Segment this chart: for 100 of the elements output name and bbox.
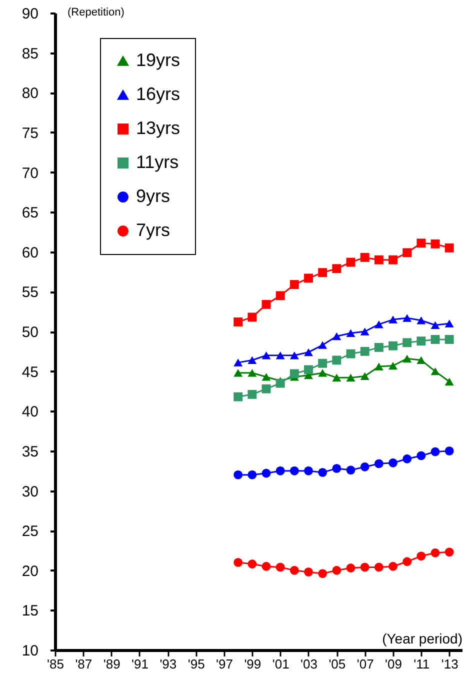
point — [444, 548, 454, 557]
point — [262, 468, 271, 478]
point — [248, 470, 257, 480]
point — [318, 341, 328, 349]
point — [430, 367, 440, 376]
x-tick-label: '95 — [188, 656, 205, 672]
point — [402, 354, 412, 362]
x-tick-label: '85 — [47, 656, 64, 672]
point — [276, 378, 285, 388]
point — [374, 320, 384, 328]
point — [402, 338, 412, 348]
point — [290, 369, 299, 378]
point — [276, 562, 285, 572]
point — [388, 341, 398, 350]
point — [248, 390, 257, 399]
point — [318, 268, 328, 278]
point — [444, 320, 454, 328]
x-tick-label: '99 — [244, 656, 262, 672]
point — [346, 329, 356, 337]
point — [374, 255, 384, 264]
y-tick-label: 25 — [22, 523, 38, 540]
point — [360, 252, 370, 262]
x-axis-title: (Year period) — [382, 630, 462, 646]
point — [262, 384, 271, 394]
point — [290, 352, 299, 360]
point — [430, 239, 440, 248]
point — [444, 446, 454, 456]
point — [374, 459, 384, 468]
point — [430, 447, 440, 456]
point — [234, 558, 243, 567]
x-tick-label: '07 — [356, 656, 374, 672]
x-tick-label: '89 — [103, 656, 120, 672]
point — [290, 466, 299, 476]
point — [430, 334, 440, 344]
point — [346, 374, 356, 382]
point — [234, 358, 243, 366]
point — [304, 466, 313, 476]
point — [402, 248, 412, 258]
point — [360, 372, 370, 380]
y-tick-label: 90 — [22, 6, 38, 22]
point — [234, 392, 243, 402]
y-tick-label: 35 — [22, 443, 38, 460]
point — [416, 238, 426, 248]
point — [262, 562, 271, 571]
point — [262, 352, 271, 360]
point — [332, 464, 342, 473]
point — [332, 332, 342, 340]
point — [304, 348, 313, 356]
point — [318, 468, 328, 477]
point — [248, 560, 257, 568]
legend-label: 19yrs — [136, 50, 180, 70]
legend-label: 13yrs — [136, 118, 180, 138]
y-tick-label: 65 — [22, 204, 38, 222]
point — [290, 280, 299, 289]
x-tick-label: '97 — [216, 656, 233, 672]
point — [416, 451, 426, 460]
point — [360, 346, 370, 356]
point — [290, 566, 299, 575]
x-tick-label: '93 — [160, 656, 177, 672]
x-tick-label: '03 — [300, 656, 318, 672]
point — [332, 566, 342, 575]
x-tick-label: '01 — [272, 656, 290, 672]
point — [360, 462, 370, 472]
point — [388, 316, 398, 324]
x-tick-label: '87 — [75, 656, 92, 672]
point — [374, 342, 384, 352]
y-tick-label: 80 — [22, 85, 38, 102]
point — [416, 336, 426, 346]
x-tick-label: '09 — [385, 656, 402, 672]
y-tick-label: 40 — [22, 404, 38, 421]
point — [276, 291, 285, 300]
legend-label: 11yrs — [136, 152, 179, 172]
legend-label: 7yrs — [136, 220, 170, 240]
point — [444, 334, 454, 344]
y-tick-label: 70 — [22, 164, 38, 182]
y-axis-title: (Repetition) — [68, 6, 124, 18]
point — [304, 274, 313, 283]
point — [304, 365, 313, 374]
legend-label: 16yrs — [136, 84, 180, 104]
point — [360, 562, 370, 572]
point — [276, 352, 285, 360]
point — [248, 312, 257, 322]
point — [332, 374, 342, 382]
point — [304, 568, 313, 576]
y-tick-label: 10 — [22, 642, 38, 660]
point — [346, 466, 356, 475]
y-tick-label: 85 — [22, 45, 38, 62]
y-tick-label: 75 — [22, 124, 38, 142]
point — [276, 466, 285, 476]
point — [318, 358, 328, 368]
point — [234, 470, 243, 480]
y-tick-label: 55 — [22, 284, 38, 302]
point — [332, 356, 342, 365]
point — [262, 300, 271, 309]
point — [416, 316, 426, 324]
point — [416, 356, 426, 364]
y-tick-label: 45 — [22, 364, 38, 381]
point — [318, 569, 328, 578]
point — [388, 562, 398, 571]
point — [402, 454, 412, 464]
